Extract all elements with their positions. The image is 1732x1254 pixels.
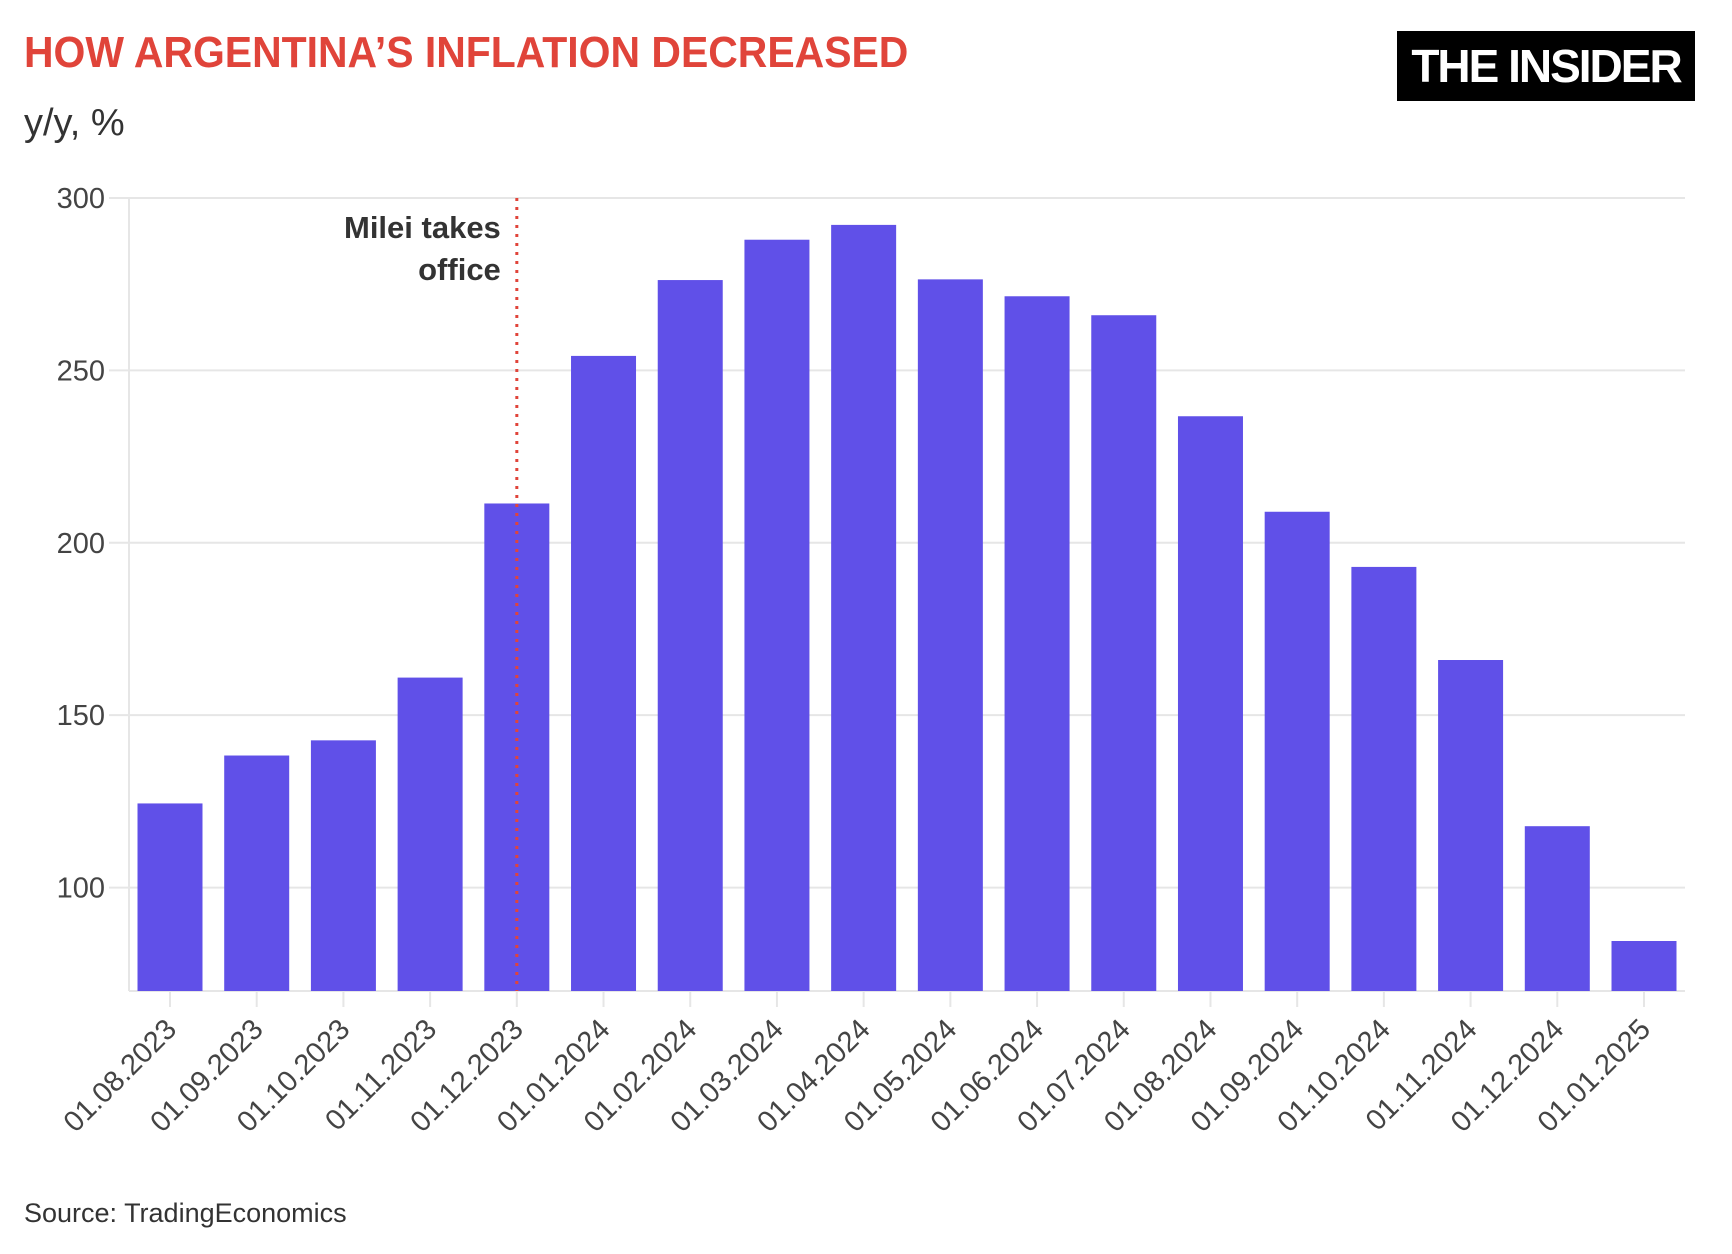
y-axis-unit-label: y/y, %	[24, 102, 125, 144]
bar-01.12.2024	[1524, 826, 1590, 991]
annotation-line-1: Milei takes	[344, 210, 501, 245]
logo-text: THE INSIDER	[1411, 40, 1682, 92]
chart-title: HOW ARGENTINA’S INFLATION DECREASED	[24, 28, 909, 77]
bar-01.11.2023	[397, 677, 463, 991]
bar-01.06.2024	[1004, 296, 1070, 991]
bar-01.11.2024	[1438, 660, 1504, 991]
y-tick-label: 150	[57, 700, 105, 732]
bar-01.10.2024	[1351, 566, 1417, 991]
bar-01.10.2023	[310, 740, 376, 991]
bar-01.01.2025	[1611, 941, 1677, 991]
y-tick-label: 200	[57, 528, 105, 560]
bar-01.09.2024	[1264, 511, 1330, 991]
source-note: Source: TradingEconomics	[24, 1198, 347, 1228]
y-tick-label: 250	[57, 355, 105, 387]
bar-01.03.2024	[744, 239, 810, 991]
bar-01.02.2024	[657, 280, 723, 992]
bar-01.08.2024	[1177, 416, 1243, 991]
y-tick-label: 100	[57, 873, 105, 905]
bar-01.01.2024	[571, 355, 637, 992]
bar-01.09.2023	[224, 755, 290, 991]
bar-01.08.2023	[137, 803, 203, 991]
y-tick-label: 300	[57, 183, 105, 215]
bar-01.07.2024	[1091, 315, 1157, 991]
annotation-line-2: office	[418, 252, 501, 287]
the-insider-logo: THE INSIDER	[1397, 31, 1695, 101]
bar-01.04.2024	[831, 224, 897, 991]
bar-01.05.2024	[917, 279, 983, 992]
